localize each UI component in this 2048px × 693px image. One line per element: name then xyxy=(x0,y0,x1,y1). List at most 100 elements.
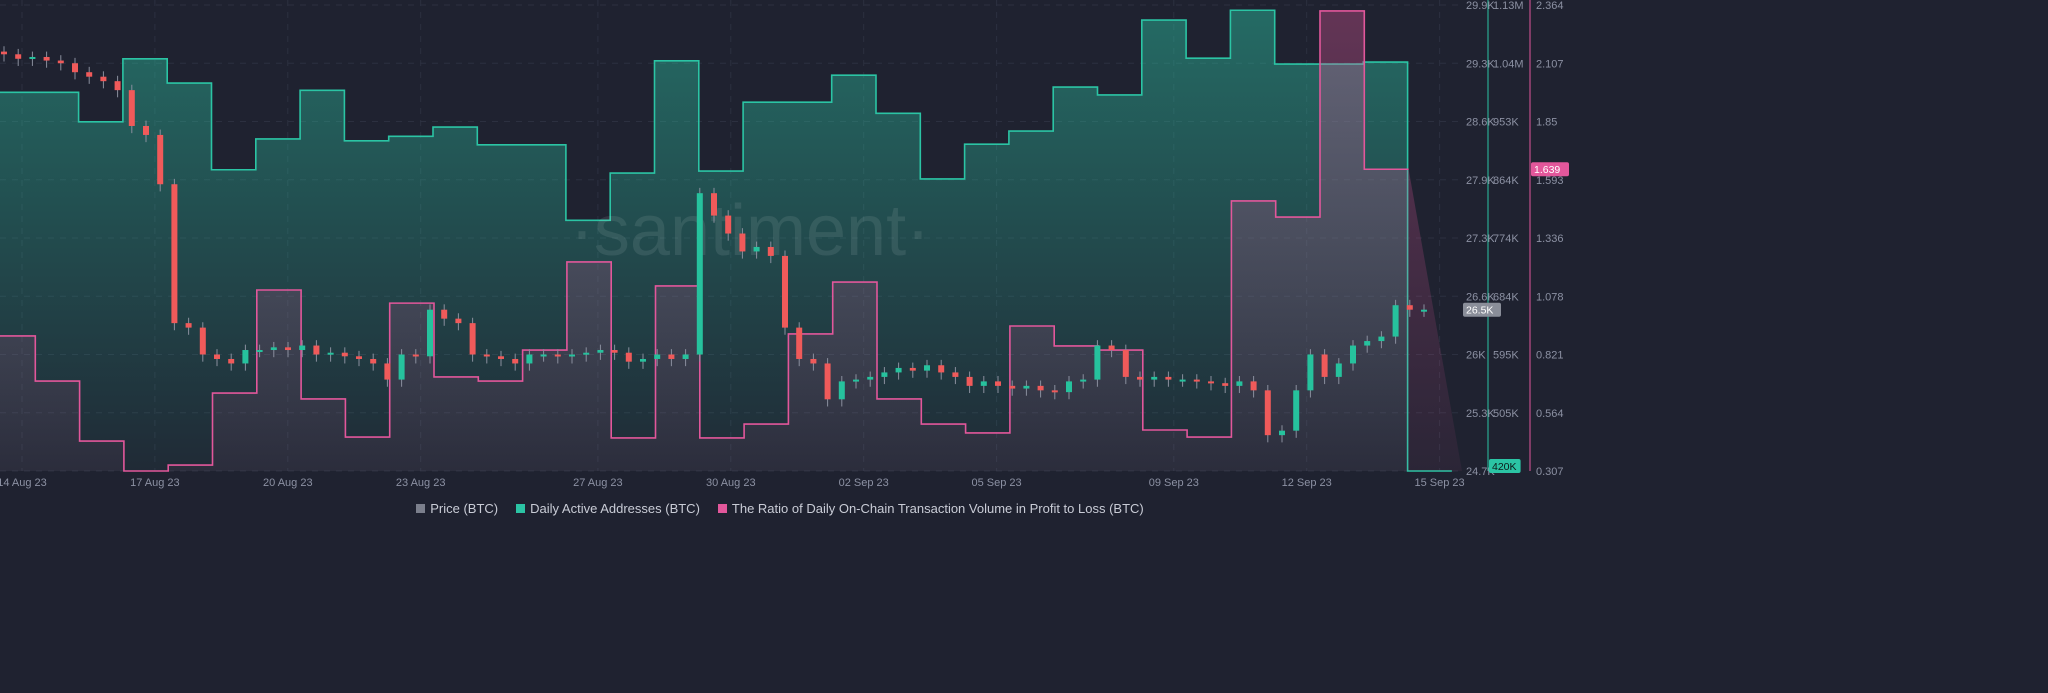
candle xyxy=(654,354,661,359)
candle xyxy=(966,376,973,386)
candle xyxy=(753,246,760,252)
candle xyxy=(157,134,164,185)
candle xyxy=(526,354,533,364)
daa-tick-label: 1.13M xyxy=(1493,0,1524,12)
candle xyxy=(57,60,64,64)
ratio-tick-label: 1.85 xyxy=(1536,117,1557,129)
candle xyxy=(1094,345,1101,380)
x-tick-label: 20 Aug 23 xyxy=(263,477,313,489)
candle xyxy=(270,347,277,351)
price-tick-label: 29.3K xyxy=(1466,58,1495,70)
candle xyxy=(285,347,291,351)
candle xyxy=(796,327,803,359)
ratio-current-badge-bg xyxy=(1531,162,1569,177)
ratio-tick-label: 1.593 xyxy=(1536,175,1564,187)
price-tick-label: 25.3K xyxy=(1466,408,1495,420)
daa-tick-label: 684K xyxy=(1493,291,1519,303)
candle xyxy=(341,352,348,357)
price-tick-label: 27.9K xyxy=(1466,175,1495,187)
candle xyxy=(384,363,391,380)
candle xyxy=(1066,381,1072,393)
candle xyxy=(1250,381,1257,391)
candle xyxy=(327,352,334,355)
daa-tick-label: 774K xyxy=(1493,233,1519,245)
legend-label: The Ratio of Daily On-Chain Transaction … xyxy=(731,501,1144,516)
candle xyxy=(1179,379,1186,382)
price-current-badge: 26.5K xyxy=(1466,305,1493,317)
candle xyxy=(569,354,575,357)
candle xyxy=(1193,379,1200,382)
candle xyxy=(1350,345,1356,364)
candle xyxy=(398,354,405,380)
daa-swatch-icon xyxy=(516,504,526,513)
candle xyxy=(1264,390,1271,436)
x-tick-label: 12 Sep 23 xyxy=(1282,477,1332,489)
candle xyxy=(1165,376,1172,380)
chart[interactable]: ·santiment· 14 Aug 23 17 Aug 23 20 Aug 23 2… xyxy=(0,0,2048,500)
price-candles xyxy=(1,46,1427,443)
candle xyxy=(114,81,121,91)
candle xyxy=(668,354,675,359)
ratio-swatch-icon xyxy=(717,504,727,513)
x-tick-label: 30 Aug 23 xyxy=(706,477,756,489)
candle xyxy=(1122,350,1129,377)
candle xyxy=(15,54,22,59)
legend-item-price[interactable]: Price (BTC) xyxy=(416,501,498,516)
series-line xyxy=(0,9,1452,472)
candle xyxy=(299,345,306,351)
candle xyxy=(1236,381,1243,386)
daa-tick-label: 953K xyxy=(1493,117,1519,129)
price-tick-label: 26K xyxy=(1466,350,1486,362)
candle xyxy=(1222,383,1229,386)
candle xyxy=(554,354,561,357)
candle xyxy=(100,76,107,82)
price-tick-label: 29.9K xyxy=(1466,0,1495,12)
candle xyxy=(711,193,717,216)
candle xyxy=(540,354,547,357)
candle xyxy=(924,365,930,371)
x-tick-label: 23 Aug 23 xyxy=(396,477,446,489)
ratio-tick-label: 1.078 xyxy=(1536,291,1564,303)
ratio-tick-label: 2.364 xyxy=(1536,0,1564,12)
candle xyxy=(725,215,732,234)
axes: 14 Aug 23 17 Aug 23 20 Aug 23 23 Aug 23 27 A… xyxy=(0,0,1569,489)
price-tick-label: 27.3K xyxy=(1466,233,1495,245)
candle xyxy=(895,367,902,373)
candle xyxy=(881,372,888,377)
ratio-tick-label: 0.821 xyxy=(1536,350,1564,362)
candle xyxy=(682,354,689,359)
candle xyxy=(995,381,1001,386)
candle xyxy=(256,350,263,353)
candle xyxy=(1364,341,1371,346)
ratio-tick-label: 0.564 xyxy=(1536,408,1564,420)
candle xyxy=(1208,381,1214,384)
x-tick-label: 14 Aug 23 xyxy=(0,477,47,489)
candle xyxy=(427,309,433,357)
x-tick-label: 27 Aug 23 xyxy=(573,477,623,489)
candle xyxy=(171,184,178,324)
daa-current-badge-bg xyxy=(1489,459,1521,473)
candle xyxy=(1137,376,1143,380)
price-current-badge-bg xyxy=(1463,302,1501,317)
candle xyxy=(640,358,646,362)
candle xyxy=(583,352,590,355)
daa-tick-label: 1.04M xyxy=(1493,58,1524,70)
candle xyxy=(185,323,192,328)
candle xyxy=(1037,385,1044,391)
candle xyxy=(696,193,703,355)
candle xyxy=(1293,390,1300,431)
candle xyxy=(228,358,235,364)
candle xyxy=(1321,354,1328,377)
candle xyxy=(143,125,149,135)
candle xyxy=(86,72,93,77)
candle xyxy=(1335,363,1342,377)
candle xyxy=(824,363,831,400)
daa-tick-label: 864K xyxy=(1493,175,1519,187)
candle xyxy=(1023,385,1030,389)
legend-item-daa[interactable]: Daily Active Addresses (BTC) xyxy=(516,501,700,516)
legend-item-ratio[interactable]: The Ratio of Daily On-Chain Transaction … xyxy=(717,501,1144,516)
candle xyxy=(370,358,377,364)
candle xyxy=(29,56,36,59)
candle xyxy=(242,350,249,364)
watermark: ·santiment· xyxy=(570,191,930,271)
